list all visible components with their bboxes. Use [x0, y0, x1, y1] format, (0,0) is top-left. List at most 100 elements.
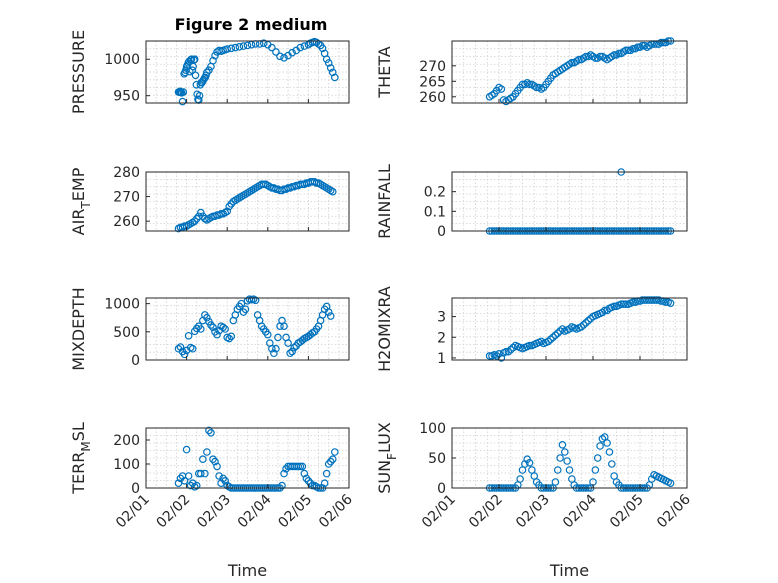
- x-tick-label: 02/06: [654, 491, 694, 531]
- data-point: [268, 344, 276, 353]
- data-point: [633, 43, 642, 52]
- x-tick-label: 02/03: [194, 492, 234, 532]
- data-point: [288, 347, 296, 356]
- data-point: [666, 299, 675, 307]
- data-point: [326, 312, 335, 320]
- data-point: [525, 458, 534, 467]
- x-tick-label: 02/01: [113, 492, 153, 532]
- data-point: [326, 457, 335, 466]
- data-point: [213, 330, 221, 339]
- y-axis-label: PRESSURE: [69, 30, 88, 114]
- data-point: [241, 305, 250, 314]
- data-point: [199, 455, 207, 464]
- data-point: [192, 324, 201, 333]
- data-point: [243, 41, 252, 50]
- data-point: [622, 46, 630, 55]
- data-point: [237, 299, 246, 308]
- y-axis-label: SUNFLUX: [375, 422, 399, 494]
- data-point: [272, 48, 280, 56]
- x-axis-label: Time: [549, 561, 589, 580]
- data-point: [593, 454, 602, 462]
- data-point: [213, 462, 221, 471]
- data-point: [558, 440, 567, 449]
- data-point: [192, 481, 201, 490]
- data-point: [231, 43, 240, 52]
- data-point: [227, 44, 236, 53]
- data-point: [280, 469, 288, 478]
- data-point: [300, 42, 309, 50]
- x-tick-label: 02/04: [560, 491, 600, 531]
- y-axis-label: THETA: [375, 46, 394, 98]
- data-point: [219, 474, 227, 483]
- data-point: [176, 87, 184, 96]
- subplot-7: 0 50 100 SUNFLUX 02/01 02/02 02/03 02/04 02/05 02…: [375, 421, 694, 580]
- data-point: [300, 469, 309, 478]
- data-point: [197, 208, 205, 217]
- x-tick-label: 02/04: [235, 491, 275, 531]
- data-point: [184, 331, 193, 340]
- data-point: [596, 52, 604, 61]
- data-point: [610, 51, 618, 59]
- data-point: [596, 442, 604, 450]
- data-point: [223, 207, 232, 216]
- data-point: [225, 334, 234, 343]
- data-point: [615, 49, 623, 58]
- y-tick-label: 3: [437, 310, 446, 326]
- data-point: [650, 296, 658, 304]
- data-point: [276, 52, 284, 61]
- data-point: [263, 330, 272, 339]
- data-point: [176, 343, 185, 351]
- axes-box: [451, 297, 688, 361]
- data-point: [302, 474, 311, 483]
- data-point: [320, 479, 329, 488]
- axes-box: [145, 297, 350, 361]
- data-point: [223, 45, 232, 53]
- y-tick-label: 500: [113, 325, 140, 341]
- data-point: [296, 43, 305, 52]
- data-point: [211, 457, 219, 466]
- data-point: [666, 479, 675, 488]
- data-point: [624, 46, 633, 55]
- data-point: [582, 318, 590, 327]
- data-point: [645, 296, 654, 304]
- y-tick-label: 1000: [104, 297, 140, 313]
- y-axis-label: MIXDEPTH: [69, 287, 88, 370]
- data-point: [647, 296, 656, 304]
- data-point: [328, 455, 337, 464]
- y-tick-label: 100: [419, 421, 446, 437]
- data-point: [288, 48, 296, 57]
- data-point: [286, 349, 294, 358]
- data-point: [577, 323, 586, 331]
- data-point: [270, 349, 278, 358]
- data-point: [180, 476, 189, 485]
- y-tick-label: 1: [437, 351, 446, 367]
- data-point: [251, 296, 260, 305]
- y-tick-label: 1000: [104, 52, 140, 68]
- data-point: [549, 333, 557, 342]
- x-tick-label: 02/05: [275, 492, 315, 532]
- data-point: [190, 56, 198, 64]
- data-point: [324, 460, 333, 468]
- data-point: [558, 325, 567, 333]
- data-point: [603, 439, 611, 447]
- data-point: [328, 187, 337, 196]
- data-point: [205, 66, 213, 74]
- data-point: [598, 308, 607, 317]
- data-point: [298, 462, 307, 471]
- x-tick-label: 02/03: [513, 492, 553, 532]
- data-point: [227, 332, 236, 341]
- data-point: [610, 302, 618, 311]
- data-point: [518, 80, 527, 89]
- x-axis-label: Time: [227, 561, 267, 580]
- data-point: [280, 322, 288, 330]
- data-point: [617, 300, 626, 309]
- data-point: [290, 343, 298, 352]
- data-point: [176, 474, 185, 483]
- subplot-5: 1 2 3 H2OMIXRA: [375, 286, 688, 372]
- data-point: [209, 323, 217, 332]
- data-point: [600, 306, 609, 315]
- data-point: [546, 335, 555, 344]
- y-axis-label: AIRTEMP: [69, 167, 93, 235]
- data-point: [579, 321, 588, 329]
